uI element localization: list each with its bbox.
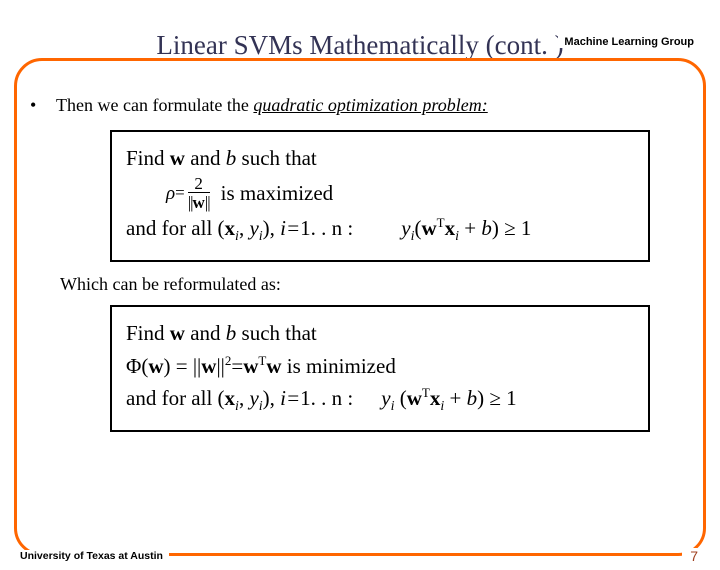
slide-frame xyxy=(14,58,706,556)
header-group: Machine Learning Group xyxy=(558,36,700,48)
page-number: 7 xyxy=(682,548,706,564)
footer-affiliation: University of Texas at Austin xyxy=(14,550,169,562)
